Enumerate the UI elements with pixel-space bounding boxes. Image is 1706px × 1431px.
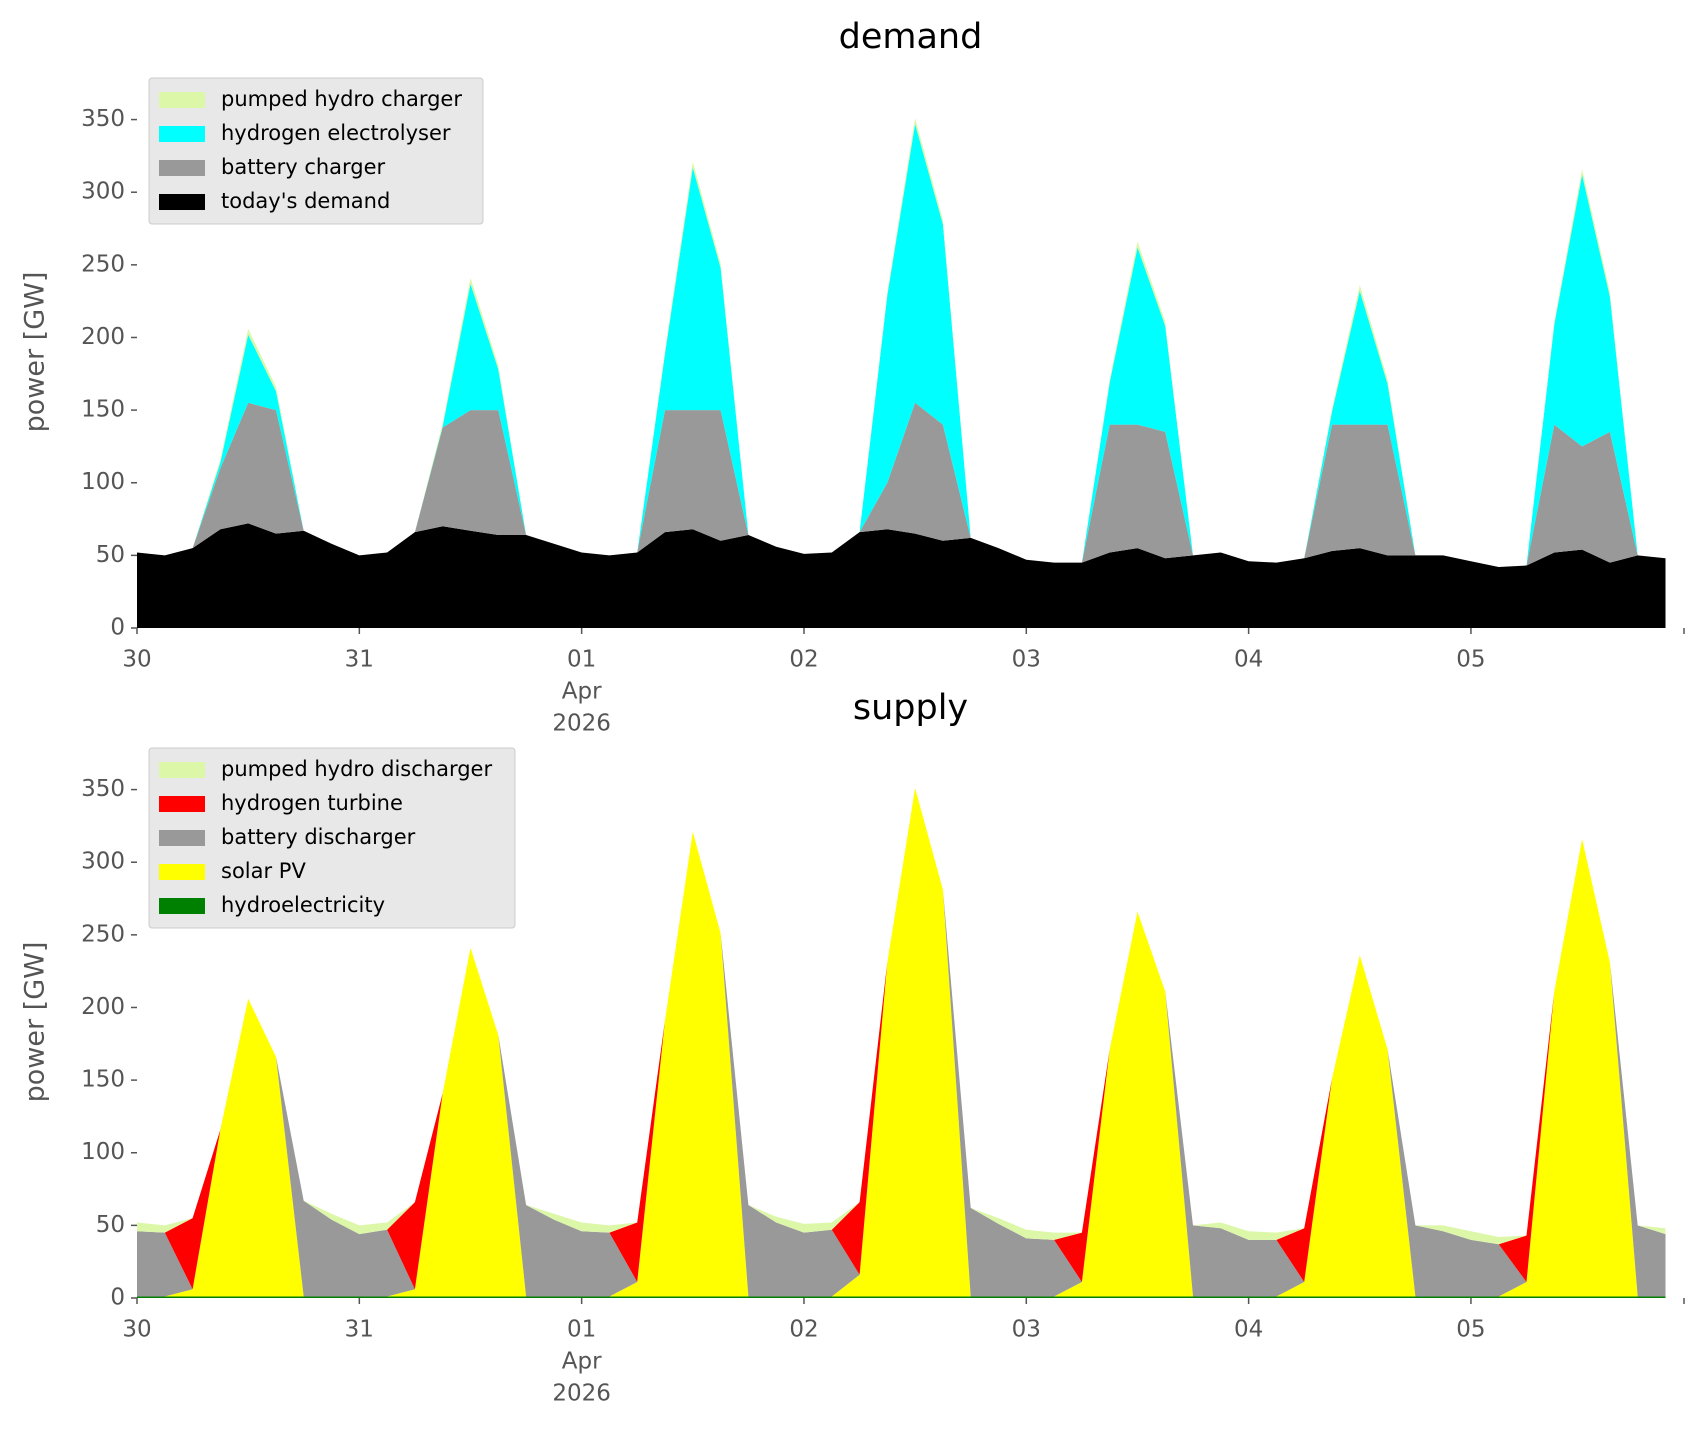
y-tick-label: 200 <box>81 994 125 1020</box>
x-tick-label: 04 <box>1234 1317 1263 1343</box>
y-tick-label: 100 <box>81 1139 125 1165</box>
legend-swatch <box>159 194 205 210</box>
x-tick-label: 30 <box>122 647 151 673</box>
y-tick-label: 200 <box>81 324 125 350</box>
area <box>137 118 1666 567</box>
x-tick-label: 02 <box>789 647 818 673</box>
y-tick-label: 50 <box>96 1212 125 1238</box>
x-tick-sublabel: Apr <box>562 679 602 705</box>
x-tick-label: 03 <box>1012 647 1041 673</box>
legend-label: solar PV <box>221 859 306 883</box>
legend-swatch <box>159 92 205 108</box>
y-tick-label: 350 <box>81 106 125 132</box>
x-tick-label: 31 <box>345 1317 374 1343</box>
x-tick-label: 30 <box>122 1317 151 1343</box>
chart-title: demand <box>839 17 983 57</box>
chart-title: supply <box>853 688 968 728</box>
legend-label: today's demand <box>221 189 390 213</box>
x-tick-label: 04 <box>1234 647 1263 673</box>
y-tick-label: 0 <box>110 1285 125 1311</box>
legend-swatch <box>159 762 205 778</box>
y-tick-label: 150 <box>81 1067 125 1093</box>
y-tick-label: 0 <box>110 615 125 641</box>
x-tick-label: 05 <box>1456 1317 1485 1343</box>
y-tick-label: 50 <box>96 542 125 568</box>
x-tick-label: 03 <box>1012 1317 1041 1343</box>
legend-swatch <box>159 830 205 846</box>
legend-label: battery discharger <box>221 825 416 849</box>
legend-swatch <box>159 898 205 914</box>
y-tick-label: 300 <box>81 179 125 205</box>
x-tick-sublabel: 2026 <box>552 1381 611 1407</box>
area <box>137 123 1666 568</box>
y-tick-label: 100 <box>81 469 125 495</box>
legend-swatch <box>159 126 205 142</box>
legend-label: pumped hydro charger <box>221 87 462 111</box>
x-tick-sublabel: Apr <box>562 1349 602 1375</box>
legend-swatch <box>159 864 205 880</box>
legend-swatch <box>159 796 205 812</box>
y-tick-label: 300 <box>81 849 125 875</box>
x-tick-label: 31 <box>345 647 374 673</box>
legend-box <box>148 747 516 929</box>
y-tick-label: 350 <box>81 776 125 802</box>
legend-label: pumped hydro discharger <box>221 757 492 781</box>
area <box>137 1296 1666 1298</box>
legend-label: battery charger <box>221 155 386 179</box>
y-tick-label: 250 <box>81 251 125 277</box>
x-tick-label: 01 <box>567 1317 596 1343</box>
area <box>137 523 1666 628</box>
y-tick-label: 250 <box>81 921 125 947</box>
legend-label: hydrogen electrolyser <box>221 121 451 145</box>
area <box>137 402 1666 567</box>
x-tick-label: 01 <box>567 647 596 673</box>
x-tick-label: 02 <box>789 1317 818 1343</box>
legend-box <box>148 77 484 225</box>
legend-swatch <box>159 160 205 176</box>
legend-label: hydrogen turbine <box>221 791 403 815</box>
y-axis-label: power [GW] <box>20 942 51 1103</box>
legend-label: hydroelectricity <box>221 893 385 917</box>
x-tick-sublabel: 2026 <box>552 711 611 737</box>
area <box>137 788 1666 1297</box>
y-tick-label: 150 <box>81 397 125 423</box>
area <box>137 788 1666 1297</box>
y-axis-label: power [GW] <box>20 272 51 433</box>
x-tick-label: 05 <box>1456 647 1485 673</box>
